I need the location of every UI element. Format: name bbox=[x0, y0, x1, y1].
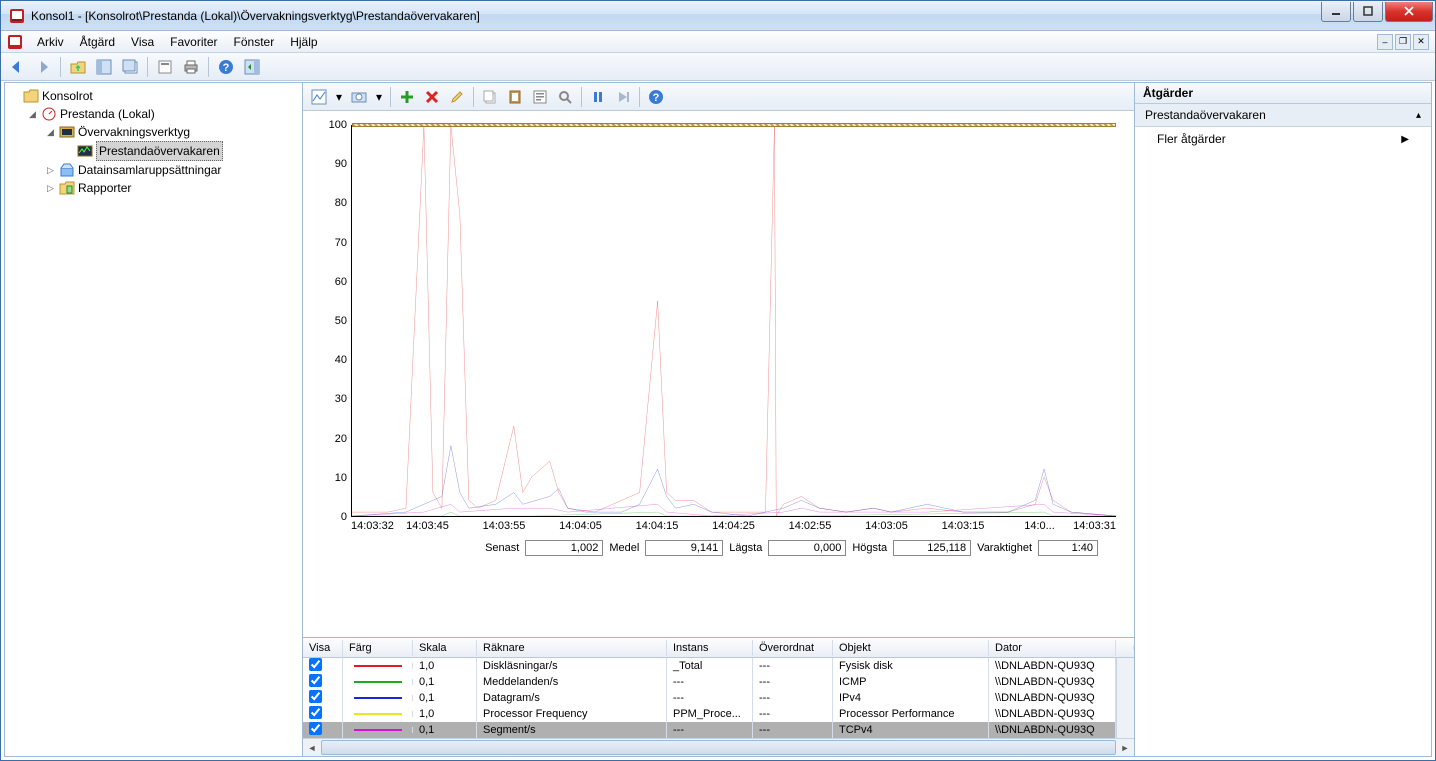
tree-label: Datainsamlaruppsättningar bbox=[78, 161, 221, 179]
chart-top-marker bbox=[352, 123, 1116, 127]
counter-table: Visa Färg Skala Räknare Instans Överordn… bbox=[303, 637, 1134, 756]
help2-button[interactable]: ? bbox=[644, 85, 668, 109]
export-button[interactable] bbox=[153, 55, 177, 79]
menu-atgard[interactable]: Åtgärd bbox=[72, 33, 123, 51]
print-button[interactable] bbox=[179, 55, 203, 79]
titlebar[interactable]: Konsol1 - [Konsolrot\Prestanda (Lokal)\Ö… bbox=[1, 1, 1435, 31]
properties-button[interactable] bbox=[528, 85, 552, 109]
row-checkbox[interactable] bbox=[309, 722, 322, 735]
tree-datainsamlar[interactable]: ▷ Datainsamlaruppsättningar bbox=[45, 161, 300, 179]
minimize-button[interactable] bbox=[1321, 2, 1351, 22]
zoom-button[interactable] bbox=[553, 85, 577, 109]
tree-rapporter[interactable]: ▷ Rapporter bbox=[45, 179, 300, 197]
tree-panel: Konsolrot ◢ Prestanda (Lokal) bbox=[5, 83, 303, 756]
tree-label: Övervakningsverktyg bbox=[78, 123, 190, 141]
row-checkbox[interactable] bbox=[309, 690, 322, 703]
menu-hjalp[interactable]: Hjälp bbox=[282, 33, 325, 51]
tree-label: Prestandaövervakaren bbox=[96, 141, 223, 161]
upfolder-button[interactable] bbox=[66, 55, 90, 79]
maximize-button[interactable] bbox=[1353, 2, 1383, 22]
table-row[interactable]: 1,0Processor FrequencyPPM_Proce...---Pro… bbox=[303, 706, 1116, 722]
actions-pane: Åtgärder Prestandaövervakaren▴ Fler åtgä… bbox=[1135, 83, 1431, 756]
perfmon-toolbar: ▾ ▾ ? bbox=[303, 83, 1134, 111]
menu-visa[interactable]: Visa bbox=[123, 33, 162, 51]
new-window-button[interactable] bbox=[118, 55, 142, 79]
mdi-close[interactable]: ✕ bbox=[1413, 34, 1429, 50]
showhide-tree-button[interactable] bbox=[92, 55, 116, 79]
table-row[interactable]: 0,1Meddelanden/s------ICMP\\DNLABDN-QU93… bbox=[303, 674, 1116, 690]
table-row[interactable]: 1,0Diskläsningar/s_Total---Fysisk disk\\… bbox=[303, 658, 1116, 674]
collapse-icon: ▴ bbox=[1416, 110, 1421, 121]
mdi-minimize[interactable]: – bbox=[1377, 34, 1393, 50]
freeze-button[interactable] bbox=[586, 85, 610, 109]
actions-more[interactable]: Fler åtgärder▶ bbox=[1135, 127, 1431, 151]
tree-prestandaovervakaren[interactable]: Prestandaövervakaren bbox=[63, 141, 300, 161]
table-row[interactable]: 0,1Segment/s------TCPv4\\DNLABDN-QU93Q bbox=[303, 722, 1116, 738]
forward-button[interactable] bbox=[31, 55, 55, 79]
chart[interactable]: 1009080706050403020100 14:03:3214:03:451… bbox=[315, 121, 1116, 536]
highlight-button[interactable] bbox=[445, 85, 469, 109]
actions-section[interactable]: Prestandaövervakaren▴ bbox=[1135, 104, 1431, 127]
stat-senast: 1,002 bbox=[525, 540, 603, 556]
stat-hogsta: 125,118 bbox=[893, 540, 971, 556]
row-checkbox[interactable] bbox=[309, 706, 322, 719]
stats-row: Senast1,002 Medel9,141 Lägsta0,000 Högst… bbox=[315, 536, 1116, 560]
app-icon bbox=[9, 8, 25, 24]
back-button[interactable] bbox=[5, 55, 29, 79]
screenshot-button[interactable] bbox=[347, 85, 371, 109]
screenshot-dropdown[interactable]: ▾ bbox=[372, 85, 386, 109]
delete-counter-button[interactable] bbox=[420, 85, 444, 109]
close-button[interactable] bbox=[1385, 2, 1433, 22]
svg-text:?: ? bbox=[223, 62, 230, 74]
table-hscroll[interactable]: ◄► bbox=[303, 738, 1134, 756]
window-title: Konsol1 - [Konsolrot\Prestanda (Lokal)\Ö… bbox=[31, 9, 1319, 23]
mdi-icon bbox=[7, 34, 23, 50]
expand-icon[interactable]: ▷ bbox=[45, 165, 56, 176]
menu-fonster[interactable]: Fönster bbox=[226, 33, 283, 51]
view-chart-button[interactable] bbox=[307, 85, 331, 109]
help-button[interactable]: ? bbox=[214, 55, 238, 79]
expand-icon[interactable]: ◢ bbox=[45, 127, 56, 138]
expand-icon[interactable]: ▷ bbox=[45, 183, 56, 194]
update-button[interactable] bbox=[611, 85, 635, 109]
chevron-right-icon: ▶ bbox=[1401, 134, 1409, 145]
tree-label: Konsolrot bbox=[42, 87, 93, 105]
tree-prestanda[interactable]: ◢ Prestanda (Lokal) bbox=[27, 105, 300, 123]
tree-konsolrot[interactable]: Konsolrot bbox=[9, 87, 300, 105]
svg-text:?: ? bbox=[653, 92, 660, 104]
table-header[interactable]: Visa Färg Skala Räknare Instans Överordn… bbox=[303, 638, 1134, 658]
stat-varaktighet: 1:40 bbox=[1038, 540, 1098, 556]
tree-overvakningsverktyg[interactable]: ◢ Övervakningsverktyg bbox=[45, 123, 300, 141]
stat-lagsta: 0,000 bbox=[768, 540, 846, 556]
actionpane-button[interactable] bbox=[240, 55, 264, 79]
view-dropdown[interactable]: ▾ bbox=[332, 85, 346, 109]
mdi-restore[interactable]: ❐ bbox=[1395, 34, 1411, 50]
tree-label: Prestanda (Lokal) bbox=[60, 105, 155, 123]
menubar: Arkiv Åtgärd Visa Favoriter Fönster Hjäl… bbox=[1, 31, 1435, 53]
table-row[interactable]: 0,1Datagram/s------IPv4\\DNLABDN-QU93Q bbox=[303, 690, 1116, 706]
menu-favoriter[interactable]: Favoriter bbox=[162, 33, 225, 51]
actions-header: Åtgärder bbox=[1135, 83, 1431, 104]
row-checkbox[interactable] bbox=[309, 658, 322, 671]
row-checkbox[interactable] bbox=[309, 674, 322, 687]
stat-medel: 9,141 bbox=[645, 540, 723, 556]
copy-button[interactable] bbox=[478, 85, 502, 109]
main-toolbar: ? bbox=[1, 53, 1435, 81]
paste-button[interactable] bbox=[503, 85, 527, 109]
add-counter-button[interactable] bbox=[395, 85, 419, 109]
table-vscroll[interactable] bbox=[1116, 658, 1134, 738]
expand-icon[interactable]: ◢ bbox=[27, 109, 38, 120]
menu-arkiv[interactable]: Arkiv bbox=[29, 33, 72, 51]
tree-label: Rapporter bbox=[78, 179, 131, 197]
